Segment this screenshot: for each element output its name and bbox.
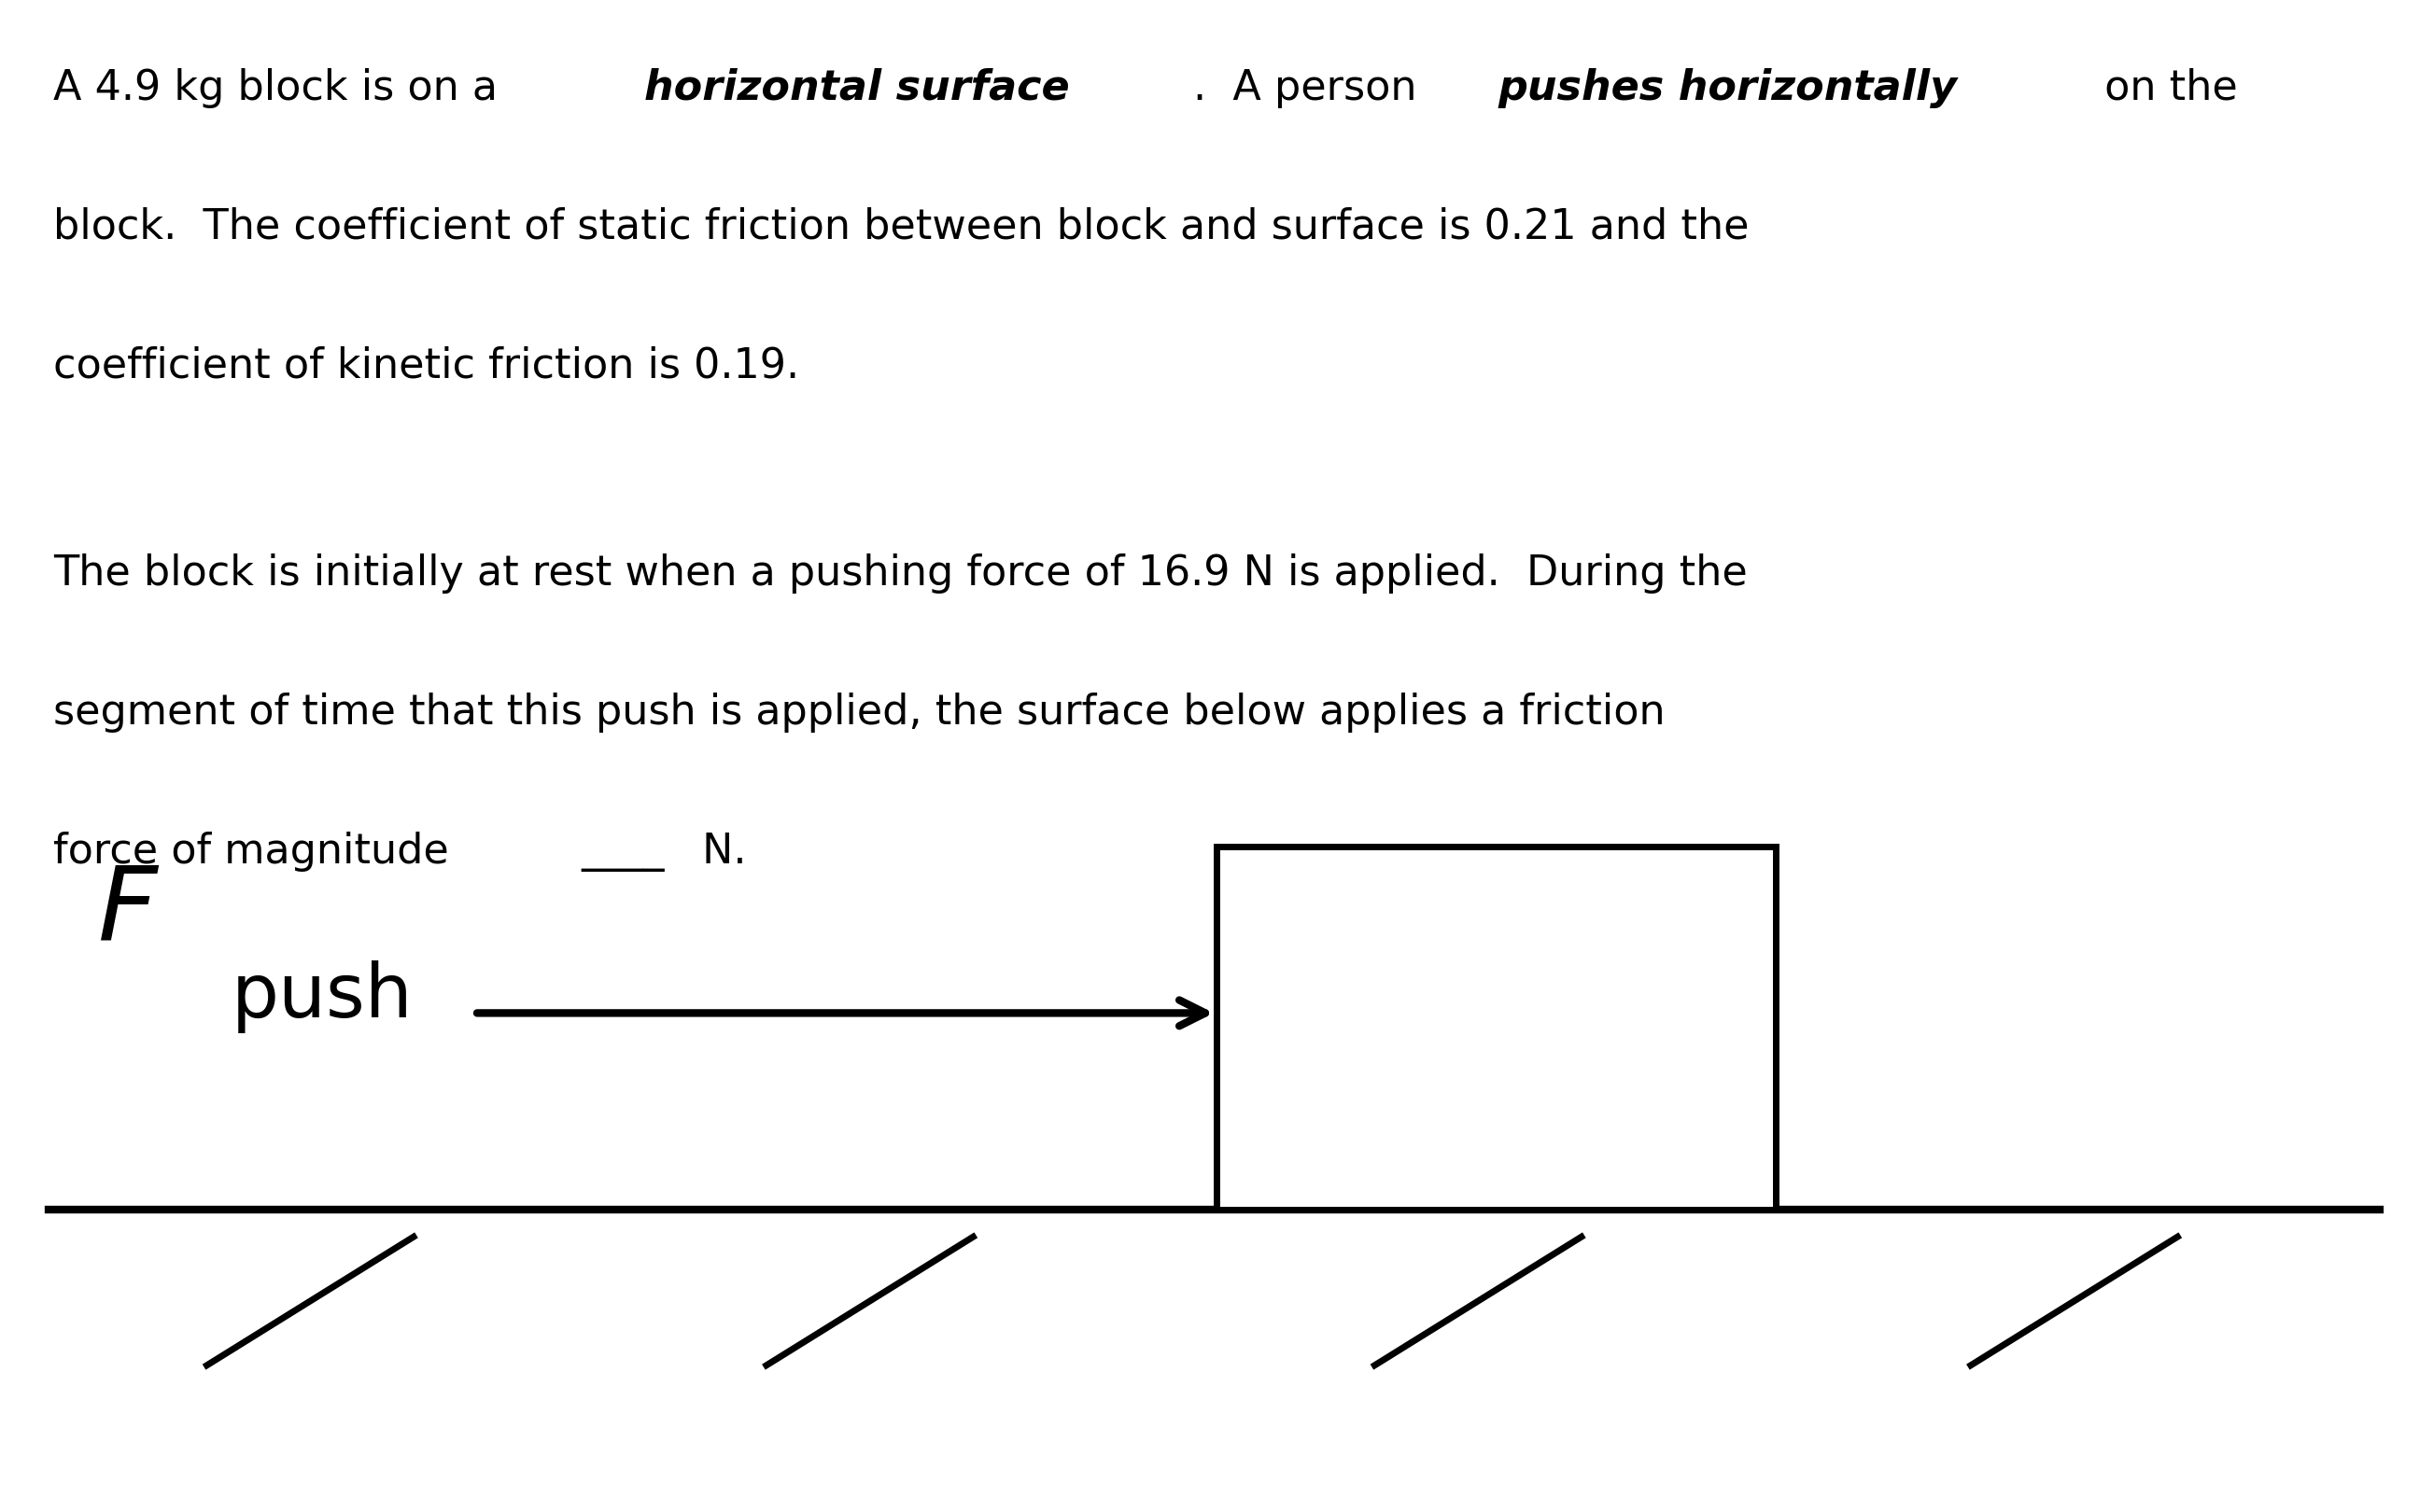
Text: .  A person: . A person [1192,68,1431,109]
Text: segment of time that this push is applied, the surface below applies a friction: segment of time that this push is applie… [54,692,1667,733]
Text: The block is initially at rest when a pushing force of 16.9 N is applied.  Durin: The block is initially at rest when a pu… [54,553,1747,594]
Text: block.  The coefficient of static friction between block and surface is 0.21 and: block. The coefficient of static frictio… [54,207,1749,248]
Text: coefficient of kinetic friction is 0.19.: coefficient of kinetic friction is 0.19. [54,346,800,387]
Text: pushes horizontally: pushes horizontally [1499,68,1959,109]
Text: push: push [231,960,414,1033]
Text: A 4.9 kg block is on a: A 4.9 kg block is on a [54,68,511,109]
Text: N.: N. [689,832,747,872]
Text: horizontal surface: horizontal surface [645,68,1071,109]
Text: F: F [97,862,158,962]
Text: ____: ____ [581,832,664,872]
Bar [1216,847,1776,1210]
Text: force of magnitude: force of magnitude [54,832,462,872]
Text: on the: on the [2092,68,2238,109]
